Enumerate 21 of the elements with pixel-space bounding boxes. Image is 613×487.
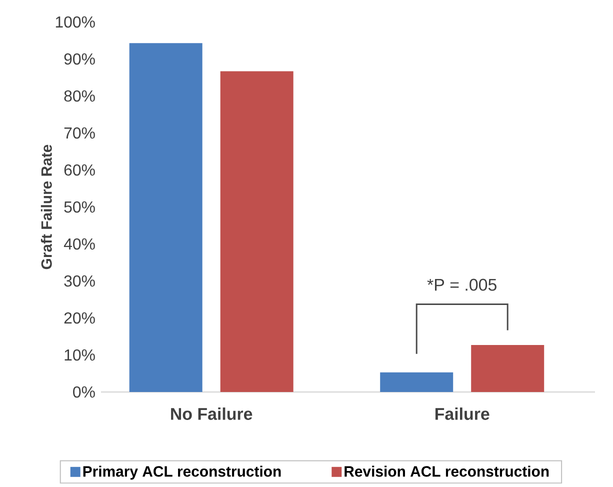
y-tick-label: 90%: [64, 53, 95, 65]
annotation: *P = .005: [427, 278, 496, 291]
y-tick-label: 0%: [73, 386, 95, 398]
x-tick-label: No Failure: [171, 408, 252, 420]
y-tick-label: 40%: [64, 238, 95, 250]
y-tick-label: 70%: [64, 127, 95, 139]
y-tick-label: 60%: [64, 164, 95, 176]
x-tick-label: Failure: [435, 408, 490, 420]
bar: [220, 71, 294, 392]
y-tick-label: 50%: [64, 201, 95, 213]
y-tick-label: 20%: [64, 312, 95, 324]
bar: [129, 43, 202, 392]
bar: [380, 372, 454, 392]
y-tick-label: 10%: [64, 349, 95, 361]
legend-label: Primary ACL reconstruction: [83, 466, 281, 480]
y-tick-label: 80%: [64, 90, 95, 102]
y-axis-title: Graft Failure Rate: [40, 144, 52, 270]
legend-label: Revision ACL reconstruction: [344, 466, 549, 477]
bar: [471, 344, 544, 392]
y-tick-label: 100%: [56, 16, 95, 28]
y-tick-label: 30%: [64, 275, 95, 287]
